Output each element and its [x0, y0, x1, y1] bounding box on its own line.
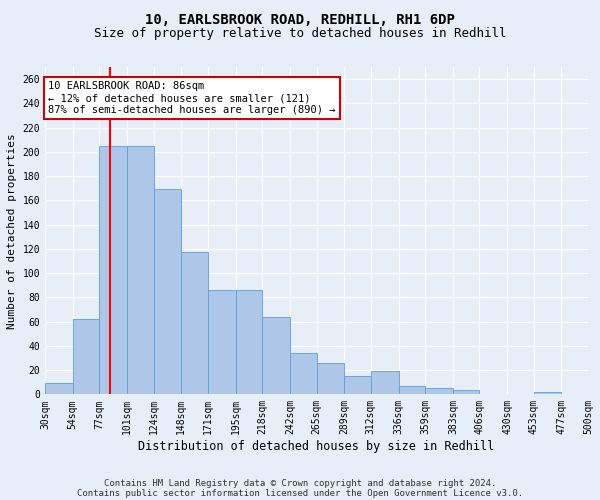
Bar [534, 392, 562, 394]
Bar [127, 146, 154, 394]
Bar [344, 376, 371, 394]
Bar [236, 290, 262, 395]
Text: Contains HM Land Registry data © Crown copyright and database right 2024.: Contains HM Land Registry data © Crown c… [104, 478, 496, 488]
Text: 10, EARLSBROOK ROAD, REDHILL, RH1 6DP: 10, EARLSBROOK ROAD, REDHILL, RH1 6DP [145, 12, 455, 26]
Bar [99, 146, 127, 394]
Bar [262, 317, 290, 394]
Bar [371, 372, 398, 394]
Bar [45, 384, 73, 394]
Bar [453, 390, 479, 394]
Text: Contains public sector information licensed under the Open Government Licence v3: Contains public sector information licen… [77, 488, 523, 498]
Bar [154, 190, 181, 394]
Bar [73, 319, 99, 394]
Bar [317, 363, 344, 394]
Y-axis label: Number of detached properties: Number of detached properties [7, 133, 17, 328]
Bar [208, 290, 236, 395]
Bar [398, 386, 425, 394]
Text: 10 EARLSBROOK ROAD: 86sqm
← 12% of detached houses are smaller (121)
87% of semi: 10 EARLSBROOK ROAD: 86sqm ← 12% of detac… [49, 82, 336, 114]
Bar [425, 388, 453, 394]
Text: Size of property relative to detached houses in Redhill: Size of property relative to detached ho… [94, 28, 506, 40]
Bar [181, 252, 208, 394]
X-axis label: Distribution of detached houses by size in Redhill: Distribution of detached houses by size … [139, 440, 494, 453]
Bar [290, 353, 317, 395]
